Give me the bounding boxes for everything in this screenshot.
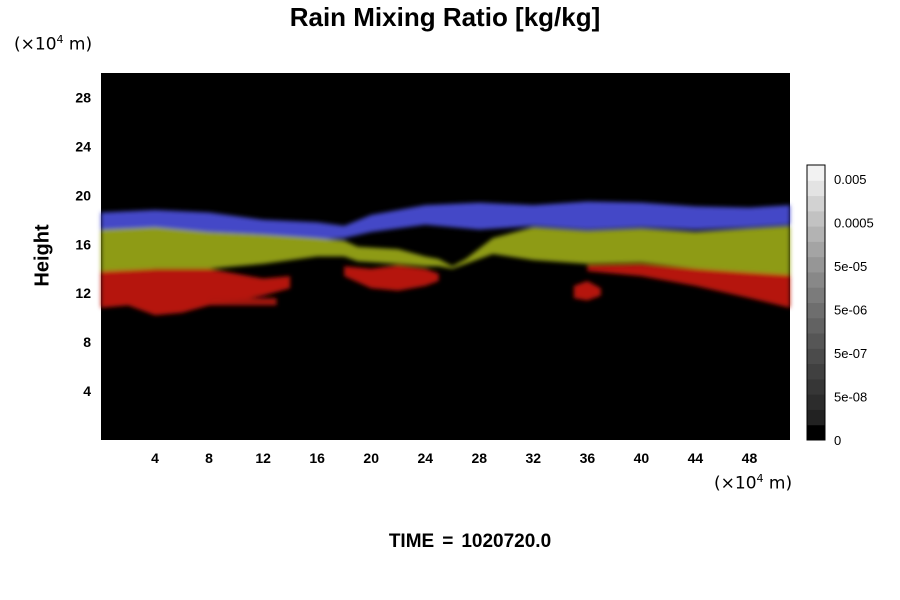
x-tick-40: 40 bbox=[634, 450, 650, 466]
band-red-dots-6 bbox=[209, 298, 277, 306]
colorbar-swatch bbox=[807, 302, 825, 319]
y-tick-20: 20 bbox=[75, 187, 91, 203]
colorbar-swatch bbox=[807, 394, 825, 410]
colorbar-label: 0.005 bbox=[834, 172, 867, 187]
colorbar-label: 5e-05 bbox=[834, 259, 867, 274]
y-tick-16: 16 bbox=[75, 236, 91, 252]
band-red-2 bbox=[101, 268, 291, 316]
colorbar-swatch bbox=[807, 241, 825, 258]
y-unit-exponent: 4 bbox=[56, 33, 64, 46]
band-yellow-1 bbox=[101, 225, 790, 277]
colorbar-swatch bbox=[807, 424, 825, 441]
x-unit-exponent: 4 bbox=[756, 472, 764, 485]
time-label: TIME bbox=[388, 531, 435, 552]
colorbar-swatch bbox=[807, 287, 825, 303]
colorbar-swatch bbox=[807, 180, 825, 197]
x-unit-suffix: m) bbox=[763, 473, 793, 494]
colorbar-label: 5e-08 bbox=[834, 390, 867, 405]
colorbar-swatch bbox=[807, 210, 825, 227]
colorbar-label: 0 bbox=[834, 433, 841, 448]
x-tick-12: 12 bbox=[255, 450, 271, 466]
x-tick-36: 36 bbox=[580, 450, 596, 466]
y-axis-unit: (×104 m) bbox=[14, 33, 92, 55]
colorbar-swatch bbox=[807, 348, 825, 365]
colorbar-swatch bbox=[807, 226, 825, 242]
band-red-5 bbox=[587, 263, 790, 308]
x-tick-20: 20 bbox=[363, 450, 379, 466]
y-tick-labels: 4 8 12 16 20 24 28 bbox=[75, 89, 91, 399]
x-tick-32: 32 bbox=[526, 450, 542, 466]
y-tick-28: 28 bbox=[75, 89, 91, 105]
y-unit-suffix: m) bbox=[63, 34, 93, 55]
x-tick-8: 8 bbox=[205, 450, 213, 466]
colorbar-label: 5e-06 bbox=[834, 303, 867, 318]
chart-title: Rain Mixing Ratio [kg/kg] bbox=[289, 2, 601, 32]
y-tick-24: 24 bbox=[75, 138, 91, 154]
x-tick-44: 44 bbox=[688, 450, 704, 466]
x-tick-48: 48 bbox=[742, 450, 758, 466]
y-tick-12: 12 bbox=[75, 285, 91, 301]
colorbar-swatch bbox=[807, 363, 825, 380]
x-tick-28: 28 bbox=[471, 450, 487, 466]
colorbar-label: 5e-07 bbox=[834, 346, 867, 361]
colorbar-swatch bbox=[807, 378, 825, 395]
time-value: 1020720.0 bbox=[461, 531, 552, 552]
colorbar-swatch bbox=[807, 271, 825, 288]
y-tick-8: 8 bbox=[83, 334, 91, 350]
time-equals: = bbox=[442, 531, 454, 552]
colorbar-frame bbox=[806, 164, 826, 441]
colorbar: 0.005 0.0005 5e-05 5e-06 5e-07 5e-08 0 bbox=[806, 164, 874, 448]
band-red-4 bbox=[573, 280, 601, 301]
data-bands bbox=[101, 201, 790, 316]
colorbar-swatch bbox=[807, 317, 825, 334]
x-tick-16: 16 bbox=[309, 450, 325, 466]
time-readout: TIME = 1020720.0 bbox=[0, 531, 900, 553]
x-unit-prefix: (×10 bbox=[714, 473, 757, 494]
x-tick-24: 24 bbox=[417, 450, 433, 466]
y-unit-prefix: (×10 bbox=[14, 34, 57, 55]
colorbar-swatch bbox=[807, 333, 825, 349]
colorbar-swatch bbox=[807, 409, 825, 426]
band-red-3 bbox=[344, 265, 439, 291]
x-axis-unit: (×104 m) bbox=[714, 472, 792, 494]
colorbar-swatch bbox=[807, 195, 825, 212]
x-tick-4: 4 bbox=[151, 450, 159, 466]
colorbar-swatch bbox=[807, 256, 825, 273]
colorbar-swatch bbox=[807, 165, 825, 181]
y-tick-4: 4 bbox=[83, 383, 91, 399]
band-blue-0 bbox=[101, 201, 790, 240]
x-tick-labels: 4 8 12 16 20 24 28 32 36 40 44 48 bbox=[151, 450, 757, 466]
colorbar-label: 0.0005 bbox=[834, 216, 874, 231]
